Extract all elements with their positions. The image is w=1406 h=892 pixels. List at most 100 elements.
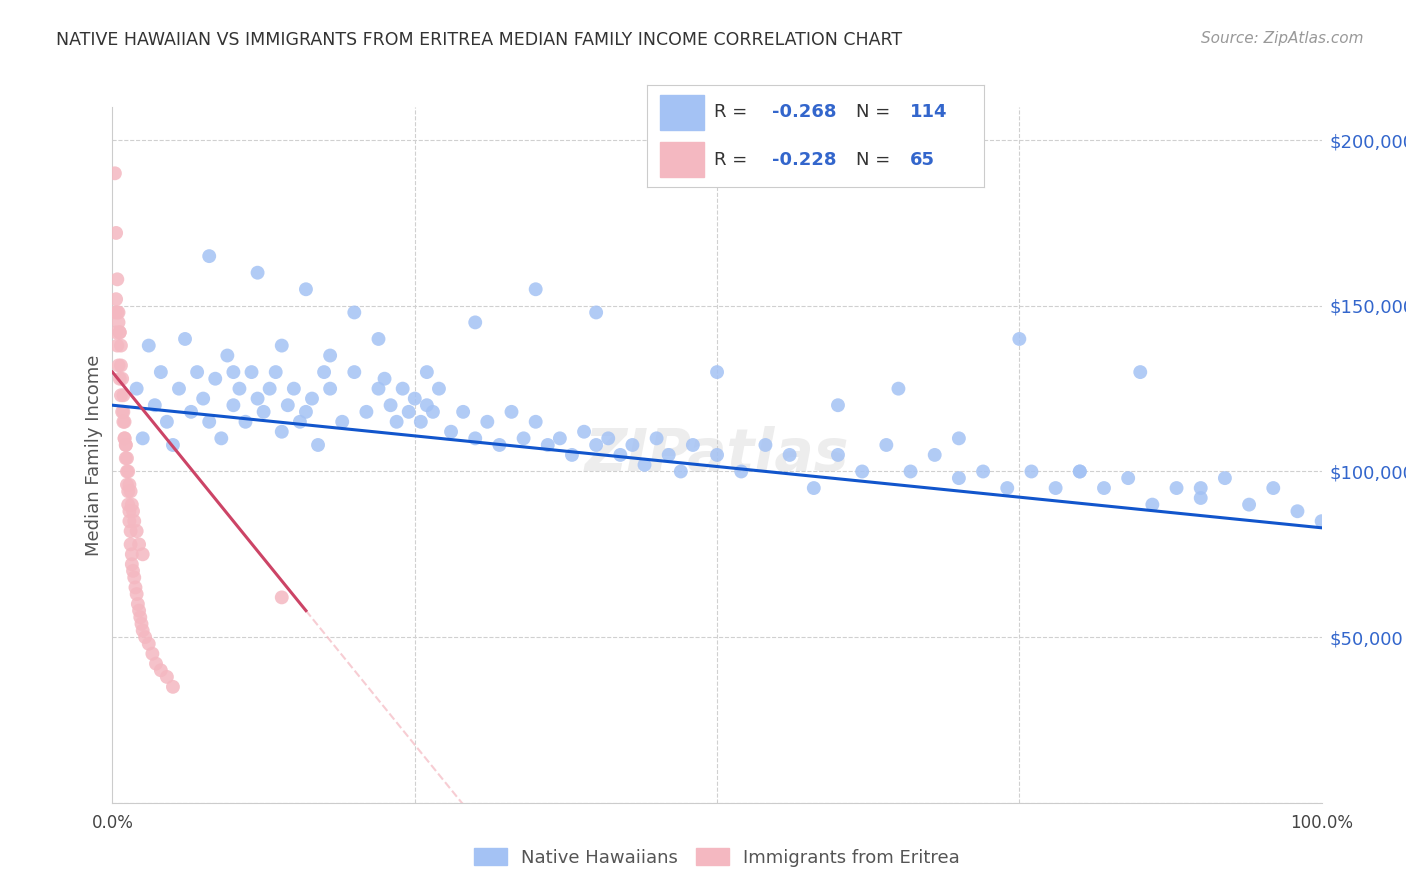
Point	[404, 392, 426, 406]
Point	[222, 365, 245, 379]
Point	[1237, 498, 1260, 512]
Point	[122, 514, 145, 528]
Point	[132, 624, 155, 638]
Point	[598, 431, 620, 445]
Point	[295, 405, 318, 419]
Point	[827, 448, 849, 462]
Text: 65: 65	[910, 151, 935, 169]
Point	[851, 465, 873, 479]
Point	[501, 405, 523, 419]
Point	[108, 326, 131, 340]
Point	[524, 415, 547, 429]
Point	[307, 438, 329, 452]
Point	[948, 471, 970, 485]
Point	[105, 305, 128, 319]
Point	[1021, 465, 1043, 479]
Text: R =: R =	[714, 151, 754, 169]
Point	[110, 359, 132, 373]
Point	[122, 570, 145, 584]
Point	[754, 438, 776, 452]
Point	[301, 392, 323, 406]
Point	[706, 365, 728, 379]
Point	[134, 630, 156, 644]
Point	[132, 547, 155, 561]
Point	[512, 431, 534, 445]
Point	[138, 338, 160, 352]
Point	[149, 663, 172, 677]
Point	[107, 315, 129, 329]
Text: ZIPatlas: ZIPatlas	[585, 426, 849, 483]
Point	[108, 326, 131, 340]
Point	[374, 372, 396, 386]
Point	[110, 338, 132, 352]
Point	[295, 282, 318, 296]
Point	[107, 305, 129, 319]
Point	[1310, 514, 1333, 528]
Point	[235, 415, 257, 429]
Point	[367, 382, 389, 396]
Point	[122, 504, 145, 518]
Y-axis label: Median Family Income: Median Family Income	[84, 354, 103, 556]
Point	[464, 431, 486, 445]
Text: R =: R =	[714, 103, 754, 121]
Point	[110, 388, 132, 402]
Point	[174, 332, 197, 346]
Point	[105, 292, 128, 306]
Point	[1129, 365, 1152, 379]
Point	[204, 372, 226, 386]
Point	[416, 365, 439, 379]
Point	[1263, 481, 1285, 495]
Point	[645, 431, 668, 445]
Point	[875, 438, 897, 452]
Point	[270, 425, 292, 439]
Point	[138, 637, 160, 651]
Point	[887, 382, 910, 396]
Point	[319, 349, 342, 363]
Point	[156, 415, 179, 429]
Point	[111, 405, 134, 419]
Point	[105, 272, 128, 286]
Point	[117, 484, 139, 499]
Point	[682, 438, 704, 452]
Point	[524, 282, 547, 296]
Point	[105, 326, 128, 340]
Point	[122, 564, 145, 578]
Point	[1092, 481, 1115, 495]
Point	[1008, 332, 1031, 346]
Point	[112, 388, 135, 402]
Point	[105, 338, 128, 352]
Point	[124, 581, 146, 595]
Point	[572, 425, 595, 439]
Point	[669, 465, 692, 479]
Point	[270, 338, 292, 352]
Point	[409, 415, 432, 429]
Point	[180, 405, 202, 419]
Text: 114: 114	[910, 103, 948, 121]
Point	[107, 359, 129, 373]
Point	[1045, 481, 1067, 495]
Point	[120, 524, 142, 538]
Text: N =: N =	[856, 151, 896, 169]
Point	[125, 587, 148, 601]
Point	[356, 405, 378, 419]
Point	[112, 405, 135, 419]
Point	[108, 372, 131, 386]
Point	[948, 431, 970, 445]
Point	[548, 431, 571, 445]
Point	[391, 382, 413, 396]
Point	[127, 597, 149, 611]
Point	[118, 514, 141, 528]
Point	[114, 438, 136, 452]
Point	[121, 498, 143, 512]
Point	[162, 680, 184, 694]
Point	[270, 591, 292, 605]
Point	[198, 249, 221, 263]
Point	[585, 438, 607, 452]
Point	[240, 365, 263, 379]
Point	[440, 425, 463, 439]
Point	[222, 398, 245, 412]
Point	[253, 405, 276, 419]
Point	[115, 465, 138, 479]
Point	[277, 398, 299, 412]
Text: N =: N =	[856, 103, 896, 121]
